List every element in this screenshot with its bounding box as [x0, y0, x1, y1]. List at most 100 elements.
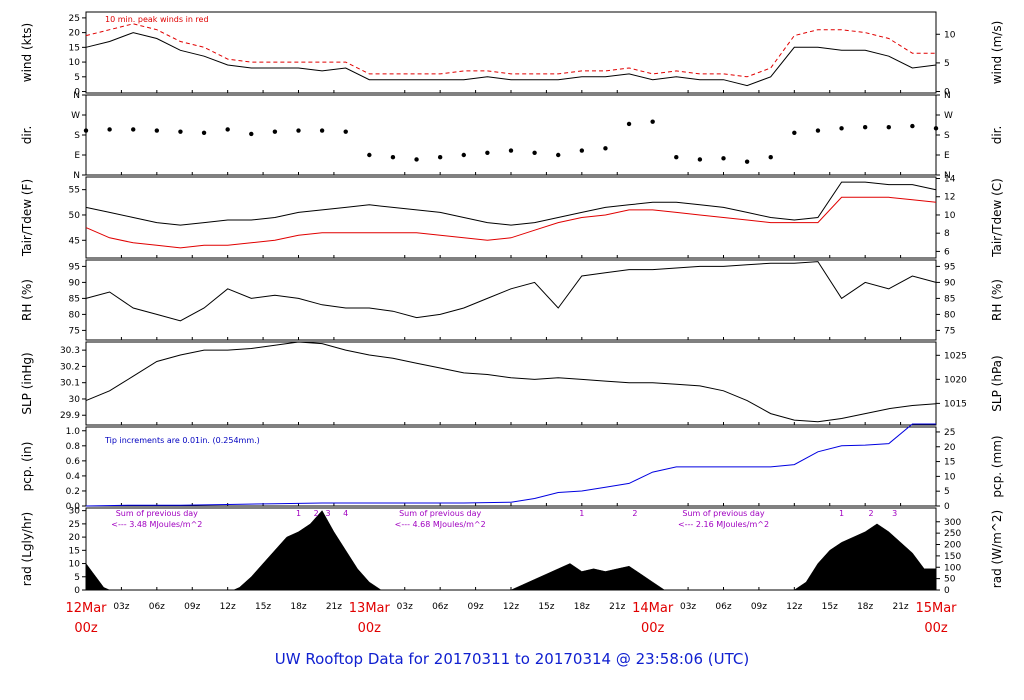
rad-marker: 1: [296, 509, 301, 518]
pcp-ytick-label: 1.0: [66, 427, 81, 437]
wind-annotation: 10 min. peak winds in red: [105, 15, 209, 24]
temp-ytick-right-label: 8: [944, 229, 950, 239]
rad-ytick-label: 0: [74, 586, 80, 596]
rad-ytick-right-label: 300: [944, 518, 961, 528]
dir-point: [768, 155, 773, 160]
rad-annotation-sum: <--- 4.68 MJoules/m^2: [395, 520, 486, 529]
dir-ytick-right-label: S: [944, 131, 950, 141]
rad-marker: 2: [632, 509, 637, 518]
slp-ytick-right-label: 1015: [944, 399, 967, 409]
rad-ytick-right-label: 0: [944, 586, 950, 596]
rad-ytick-label: 20: [69, 533, 81, 543]
x-tick-label: 21z: [609, 602, 625, 612]
rad-ytick-right-label: 200: [944, 541, 961, 551]
pcp-ytick-right-label: 10: [944, 472, 956, 482]
rh-ytick-right-label: 80: [944, 310, 956, 320]
slp-ytick-right-label: 1020: [944, 375, 967, 385]
dir-point: [107, 127, 112, 132]
rh-ytick-label: 80: [69, 310, 81, 320]
rad-marker: 3: [325, 509, 330, 518]
x-tick-label: 21z: [326, 602, 342, 612]
rad-ylabel: rad (Lgly/hr): [20, 512, 34, 586]
x-tick-label: 03z: [113, 602, 129, 612]
rh-ytick-label: 85: [69, 294, 80, 304]
dir-ylabel: dir.: [20, 126, 34, 145]
dir-point: [603, 146, 608, 151]
rad-annotation: Sum of previous day: [399, 509, 481, 518]
dir-point: [579, 148, 585, 153]
wind-series-peak: [85, 23, 936, 78]
pcp-series-pcp: [85, 423, 936, 507]
rad-marker: 1: [579, 509, 584, 518]
dir-point: [532, 150, 537, 155]
dir-point: [792, 130, 797, 135]
dir-ytick-label: E: [74, 151, 80, 161]
rad-ytick-label: 5: [74, 573, 80, 583]
dir-point: [626, 121, 632, 127]
dir-point: [83, 128, 89, 133]
dir-point: [815, 128, 821, 133]
rad-marker: 1: [839, 509, 844, 518]
x-tick-label: 12z: [786, 602, 802, 612]
slp-ytick-right-label: 1025: [944, 351, 967, 361]
dir-point: [721, 156, 726, 161]
rad-ytick-label: 30: [69, 507, 81, 517]
dir-ylabel-right: dir.: [990, 126, 1004, 145]
slp-series-slp: [85, 341, 937, 423]
dir-point: [910, 123, 915, 129]
temp-ytick-label: 45: [69, 236, 80, 246]
pcp-ytick-right-label: 15: [944, 458, 955, 468]
rad-ytick-label: 25: [69, 520, 80, 530]
dir-frame: [85, 94, 937, 176]
rad-annotation: Sum of previous day: [116, 509, 198, 518]
rad-ytick-right-label: 50: [944, 575, 956, 585]
dir-point: [154, 128, 160, 133]
date-label: 14Mar: [632, 601, 674, 616]
x-tick-label: 12z: [220, 602, 236, 612]
date-time-label: 00z: [924, 621, 948, 636]
wind-ylabel: wind (kts): [20, 23, 34, 82]
rad-frame: [85, 507, 937, 591]
wind-ytick-label: 25: [69, 14, 80, 24]
rh-ytick-right-label: 95: [944, 262, 955, 272]
rad-ylabel-right: rad (W/m^2): [990, 510, 1004, 588]
date-time-label: 00z: [641, 621, 665, 636]
dir-point: [674, 155, 679, 160]
x-tick-label: 03z: [397, 602, 413, 612]
wind-ytick-label: 5: [74, 73, 80, 83]
wind-ytick-right-label: 5: [944, 59, 950, 69]
dir-point: [367, 152, 372, 158]
x-tick-label: 09z: [467, 602, 483, 612]
rh-ytick-right-label: 75: [944, 326, 955, 336]
slp-ytick-label: 30.1: [60, 379, 80, 389]
pcp-ytick-label: 0.2: [66, 487, 80, 497]
date-label: 15Mar: [915, 601, 957, 616]
temp-ytick-right-label: 6: [944, 247, 950, 257]
dir-ytick-label: N: [73, 91, 80, 101]
wind-ytick-label: 10: [69, 58, 81, 68]
x-tick-label: 15z: [255, 602, 271, 612]
pcp-ytick-label: 0.8: [66, 442, 81, 452]
x-tick-label: 06z: [715, 602, 731, 612]
x-tick-label: 12z: [503, 602, 519, 612]
dir-point: [437, 155, 443, 160]
rad-area: [85, 510, 937, 591]
slp-ylabel: SLP (inHg): [20, 352, 34, 414]
x-tick-label: 06z: [149, 602, 165, 612]
dir-ytick-right-label: E: [944, 151, 950, 161]
slp-ytick-label: 30.3: [60, 346, 80, 356]
pcp-ylabel: pcp. (in): [20, 442, 34, 492]
dir-ytick-right-label: N: [944, 91, 951, 101]
rad-annotation-sum: <--- 3.48 MJoules/m^2: [111, 520, 202, 529]
dir-point: [131, 127, 136, 132]
pcp-ylabel-right: pcp. (mm): [990, 435, 1004, 497]
rad-ytick-label: 15: [69, 546, 80, 556]
dir-point: [839, 126, 844, 131]
rad-marker: 2: [869, 509, 874, 518]
temp-ytick-label: 55: [69, 186, 80, 196]
rad-ytick-label: 10: [69, 560, 81, 570]
dir-point: [178, 129, 183, 134]
x-tick-label: 21z: [892, 602, 908, 612]
x-tick-label: 09z: [184, 602, 200, 612]
dir-point: [485, 150, 490, 155]
